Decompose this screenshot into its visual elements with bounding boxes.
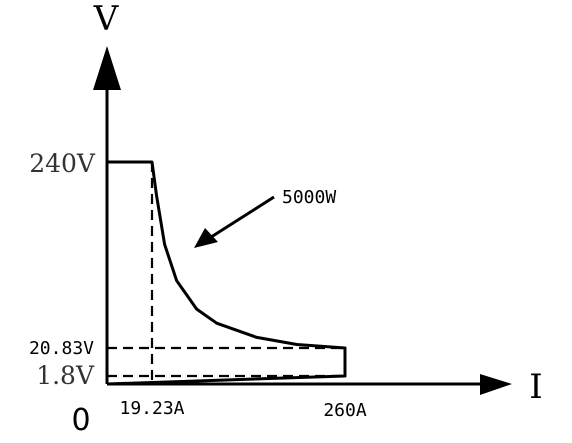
y-axis-label: V xyxy=(93,0,120,39)
origin-label: 0 xyxy=(71,403,90,438)
y-tick-240V: 240V xyxy=(29,149,96,178)
annotation-arrow-icon xyxy=(194,228,218,248)
x-axis-label: I xyxy=(529,367,542,407)
series-line xyxy=(106,160,347,386)
y-tick-20.83V: 20.83V xyxy=(29,338,94,359)
x-tick-260A: 260A xyxy=(323,400,367,421)
x-tick-19.23A: 19.23A xyxy=(119,398,184,419)
y-tick-1.8V: 1.8V xyxy=(36,361,95,390)
power-annotation-label: 5000W xyxy=(282,187,336,208)
y-axis-arrow-icon xyxy=(93,46,121,90)
x-axis-arrow-icon xyxy=(480,374,512,395)
annotation-arrow-line xyxy=(207,195,275,241)
